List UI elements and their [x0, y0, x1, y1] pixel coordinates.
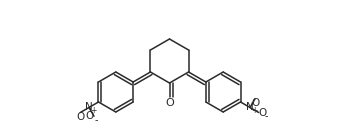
- Text: -: -: [94, 115, 98, 125]
- Text: O: O: [86, 111, 94, 121]
- Text: O: O: [259, 107, 267, 118]
- Text: O: O: [76, 111, 84, 122]
- Text: N: N: [246, 103, 254, 113]
- Text: -: -: [265, 111, 268, 122]
- Text: O: O: [251, 98, 259, 108]
- Text: O: O: [165, 98, 174, 107]
- Text: +: +: [251, 106, 257, 115]
- Text: N: N: [85, 103, 93, 113]
- Text: +: +: [90, 106, 96, 115]
